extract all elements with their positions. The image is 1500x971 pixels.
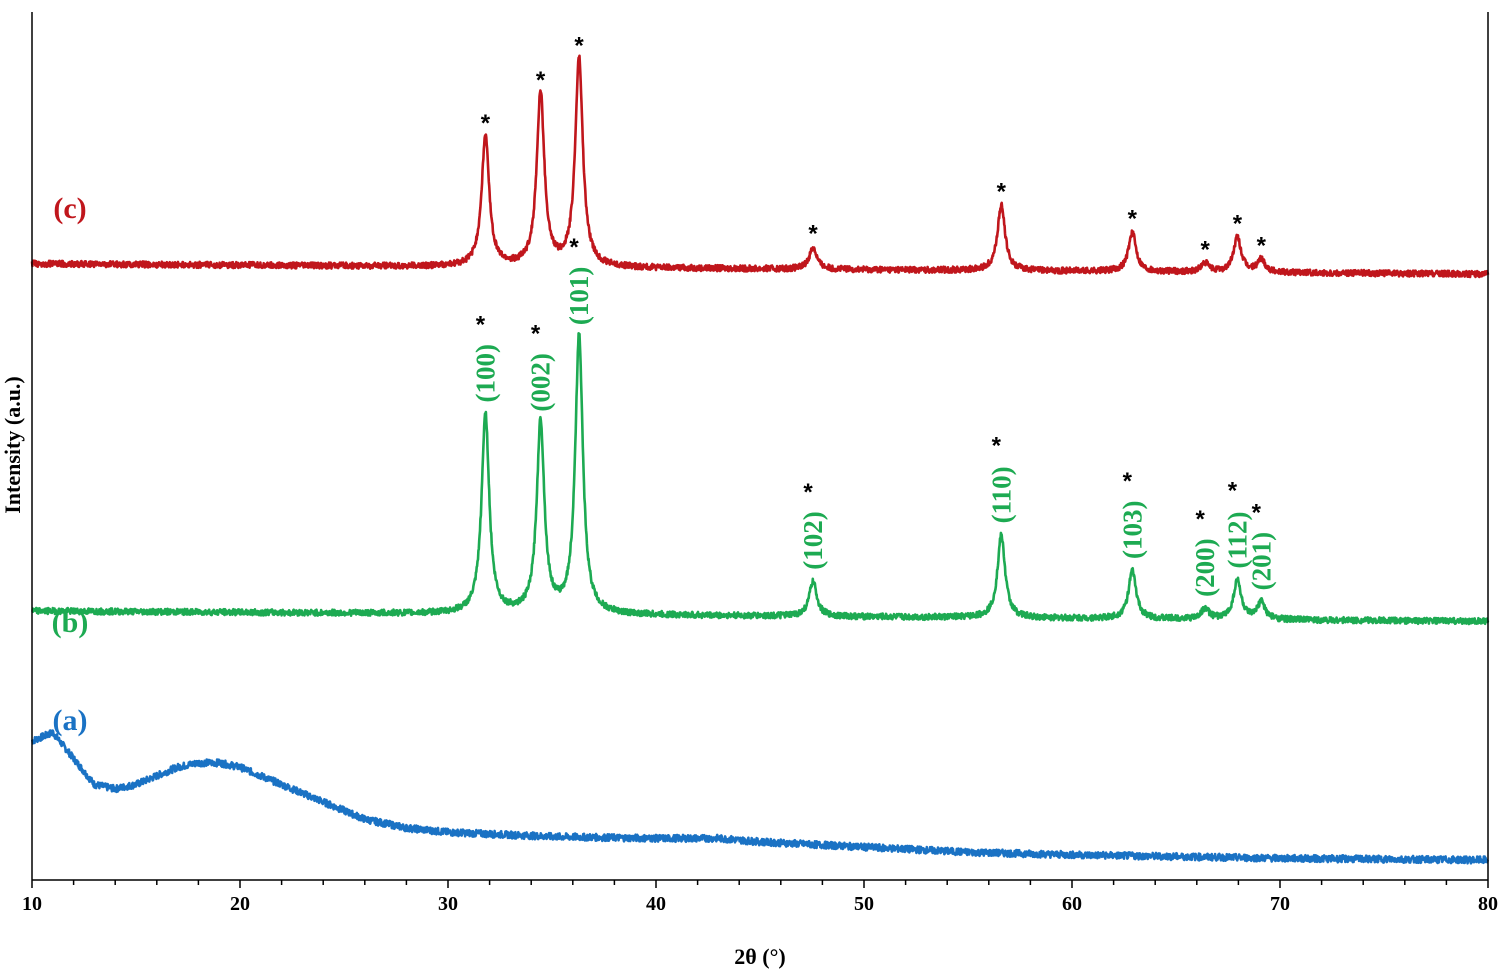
peak-marker: * bbox=[1257, 232, 1267, 259]
peak-marker: * bbox=[1252, 499, 1262, 526]
x-tick-label: 40 bbox=[646, 893, 666, 915]
label-layer: (a) (b) (100) * (002) * (101) * (102) * (110) * (103… bbox=[52, 32, 1277, 737]
peak-marker: * bbox=[481, 110, 491, 137]
peak-marker: * bbox=[536, 67, 546, 94]
peak-marker: * bbox=[1200, 236, 1210, 263]
peak-marker: * bbox=[1128, 206, 1138, 233]
peak-marker: * bbox=[1228, 477, 1238, 504]
peak-marker: * bbox=[992, 432, 1002, 459]
miller-index-label: (110) bbox=[986, 466, 1016, 523]
series-line bbox=[30, 54, 1490, 279]
miller-index-label: (201) bbox=[1246, 532, 1276, 590]
x-axis-title: 2θ (°) bbox=[734, 944, 785, 969]
peak-marker: * bbox=[1233, 211, 1243, 238]
miller-index-label: (100) bbox=[470, 344, 500, 402]
x-tick-label: 60 bbox=[1062, 893, 1082, 915]
peak-marker: * bbox=[803, 479, 813, 506]
series-line bbox=[30, 729, 1490, 865]
peak-marker: * bbox=[476, 312, 486, 339]
miller-index-label: (103) bbox=[1117, 501, 1147, 559]
miller-index-label: (002) bbox=[526, 353, 556, 411]
x-tick-label: 30 bbox=[438, 893, 458, 915]
series-line bbox=[31, 332, 1490, 626]
miller-index-label: (101) bbox=[564, 267, 594, 325]
peak-marker: * bbox=[574, 32, 584, 59]
x-tick-label: 80 bbox=[1478, 893, 1498, 915]
peak-marker: * bbox=[1195, 506, 1205, 533]
peak-marker: * bbox=[1123, 468, 1133, 495]
y-axis-title: Intensity (a.u.) bbox=[0, 376, 25, 514]
miller-index-label: (102) bbox=[798, 511, 828, 569]
series-name-label: (c) bbox=[53, 192, 86, 225]
series-name-label: (a) bbox=[53, 704, 88, 737]
miller-index-label: (112) bbox=[1222, 511, 1252, 568]
peak-marker: * bbox=[808, 221, 818, 248]
peak-marker: * bbox=[569, 234, 579, 261]
series-name-label: (b) bbox=[52, 606, 89, 639]
x-tick-label: 70 bbox=[1270, 893, 1290, 915]
x-tick-layer: 10 20 30 40 50 60 70 80 bbox=[22, 880, 1498, 915]
x-tick-label: 10 bbox=[22, 893, 42, 915]
series-layer bbox=[30, 54, 1490, 865]
x-tick-label: 50 bbox=[854, 893, 874, 915]
peak-marker: * bbox=[531, 321, 541, 348]
peak-marker: * bbox=[997, 179, 1007, 206]
miller-index-label: (200) bbox=[1190, 538, 1220, 596]
x-tick-label: 20 bbox=[230, 893, 250, 915]
